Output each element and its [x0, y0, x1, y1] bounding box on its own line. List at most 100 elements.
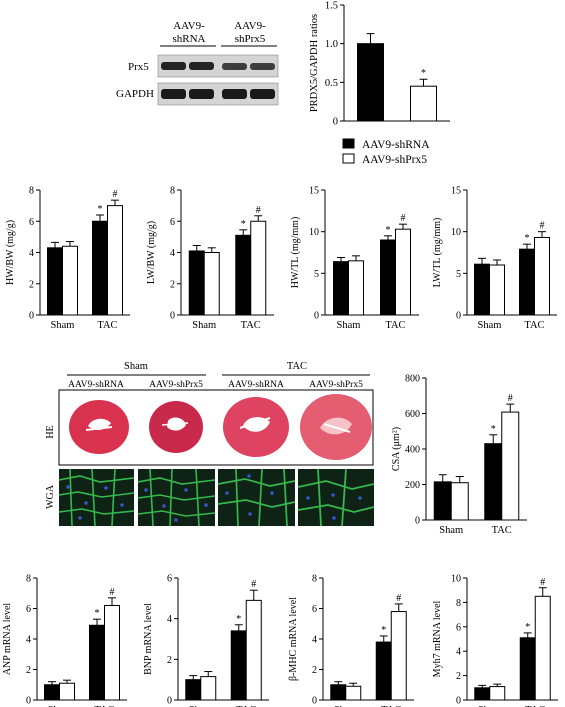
bar [390, 611, 407, 701]
bar [89, 624, 105, 701]
x-category-label: Sham [48, 705, 72, 707]
blot-header-shprx5-line2: shPrx5 [235, 33, 266, 45]
blot-strip-prx5 [157, 54, 279, 78]
bar [345, 685, 362, 701]
y-tick-label: 0 [26, 696, 31, 707]
y-tick-label: 6 [167, 574, 172, 585]
bar [203, 252, 220, 316]
blot-header-shprx5-line1: AAV9- [234, 20, 266, 32]
x-category-label: Sham [189, 705, 213, 707]
significance-mark: # [251, 579, 256, 590]
x-category-label: TAC [97, 320, 117, 331]
bar [474, 687, 491, 701]
x-category-label: TAC [381, 705, 401, 707]
chart-csa: 0 200 400 600 800 CSA (μm²) Sham * # TAC [391, 374, 527, 536]
significance-mark: # [401, 213, 406, 224]
legend-swatch-shrna [342, 138, 355, 149]
x-category-label: Sham [192, 320, 216, 331]
bar [92, 220, 108, 316]
y-tick-label: 6 [456, 622, 461, 633]
significance-mark: * [381, 625, 386, 636]
y-tick-label: 200 [405, 480, 420, 491]
bar [357, 43, 384, 122]
significance-mark: * [98, 204, 103, 215]
blot-band-prx5-3 [222, 63, 247, 70]
y-tick-label: 2 [312, 665, 317, 676]
bar [410, 85, 437, 122]
y-tick-label: 5 [456, 269, 461, 280]
significance-mark: # [110, 587, 115, 598]
bar [519, 248, 535, 316]
bar [484, 443, 503, 521]
bar [330, 684, 347, 701]
chart-bmhc: 0 2 4 6 8 β-MHC mRNA level Sham * # TAC [288, 574, 414, 707]
y-axis-label: β-MHC mRNA level [288, 597, 299, 681]
y-axis-label: BNP mRNA level [143, 603, 154, 675]
he-heart-4 [300, 394, 372, 460]
legend: AAV9-shRNA AAV9-shPrx5 [342, 138, 430, 166]
y-tick-label: 2 [26, 665, 31, 676]
y-axis-label: LW/BW (mg/g) [146, 221, 157, 284]
y-axis-label: LW/TL (mg/mm) [432, 218, 443, 288]
bar [489, 686, 506, 701]
histology-row-wga: WGA [45, 484, 56, 509]
y-tick-label: 1.5 [325, 1, 338, 12]
y-tick-label: 0 [456, 696, 461, 707]
y-tick-label: 4 [170, 248, 175, 259]
chart-hwbw: 0 2 4 6 8 HW/BW (mg/g) Sham * # TAC [5, 186, 130, 331]
significance-mark: * [421, 68, 426, 79]
x-category-label: TAC [94, 705, 114, 707]
y-tick-label: 0 [456, 311, 461, 322]
y-tick-label: 0 [314, 311, 319, 322]
legend-label-shrna: AAV9-shRNA [362, 139, 430, 151]
bar [474, 263, 490, 316]
y-tick-label: 15 [309, 186, 319, 197]
y-tick-label: 1.0 [325, 39, 338, 50]
bar [245, 599, 262, 701]
x-category-label: TAC [525, 705, 545, 707]
legend-swatch-shprx5 [342, 153, 355, 164]
histology-col-2: AAV9-shPrx5 [149, 380, 203, 390]
histology-group-tac: TAC [287, 361, 307, 372]
histology-col-1: AAV9-shRNA [68, 380, 124, 390]
wga-image-2 [138, 469, 215, 526]
significance-mark: # [540, 221, 545, 232]
chart-bnp: 0 2 4 6 BNP mRNA level Sham * # TAC [143, 574, 269, 707]
histology-panel: Sham TAC AAV9-shRNA AAV9-shPrx5 AAV9-shR… [45, 361, 374, 526]
blot-row-label-prx5: Prx5 [128, 61, 149, 73]
bar [62, 245, 78, 316]
y-tick-label: 10 [451, 227, 461, 238]
x-category-label: TAC [492, 525, 512, 536]
blot-band-gapdh-1 [161, 89, 186, 99]
bar [47, 247, 63, 316]
histology-col-3: AAV9-shRNA [228, 380, 284, 390]
y-tick-label: 10 [451, 574, 461, 585]
y-tick-label: 8 [170, 186, 175, 197]
he-heart-1 [69, 400, 129, 454]
blot-band-prx5-2 [189, 62, 214, 70]
y-tick-label: 6 [26, 604, 31, 615]
y-tick-label: 4 [456, 647, 461, 658]
y-axis-label: Myh7 mRNA level [432, 600, 443, 677]
bar [185, 679, 202, 701]
y-tick-label: 400 [405, 445, 420, 456]
y-tick-label: 10 [309, 227, 319, 238]
significance-mark: # [540, 577, 545, 588]
y-tick-label: 5 [314, 269, 319, 280]
bar [44, 684, 60, 701]
x-category-label: TAC [524, 320, 544, 331]
significance-mark: * [236, 614, 241, 625]
y-tick-label: 15 [451, 186, 461, 197]
y-axis-label: PRDX5/GAPDH ratios [309, 14, 320, 112]
y-axis-label: ANP mRNA level [2, 603, 13, 676]
bar [348, 260, 364, 316]
y-tick-label: 0 [415, 516, 420, 527]
significance-mark: # [508, 393, 513, 404]
bar [501, 411, 520, 521]
y-tick-label: 4 [312, 635, 317, 646]
significance-mark: * [386, 225, 391, 236]
y-tick-label: 2 [29, 279, 34, 290]
y-tick-label: 4 [167, 614, 172, 625]
bar [104, 604, 120, 701]
